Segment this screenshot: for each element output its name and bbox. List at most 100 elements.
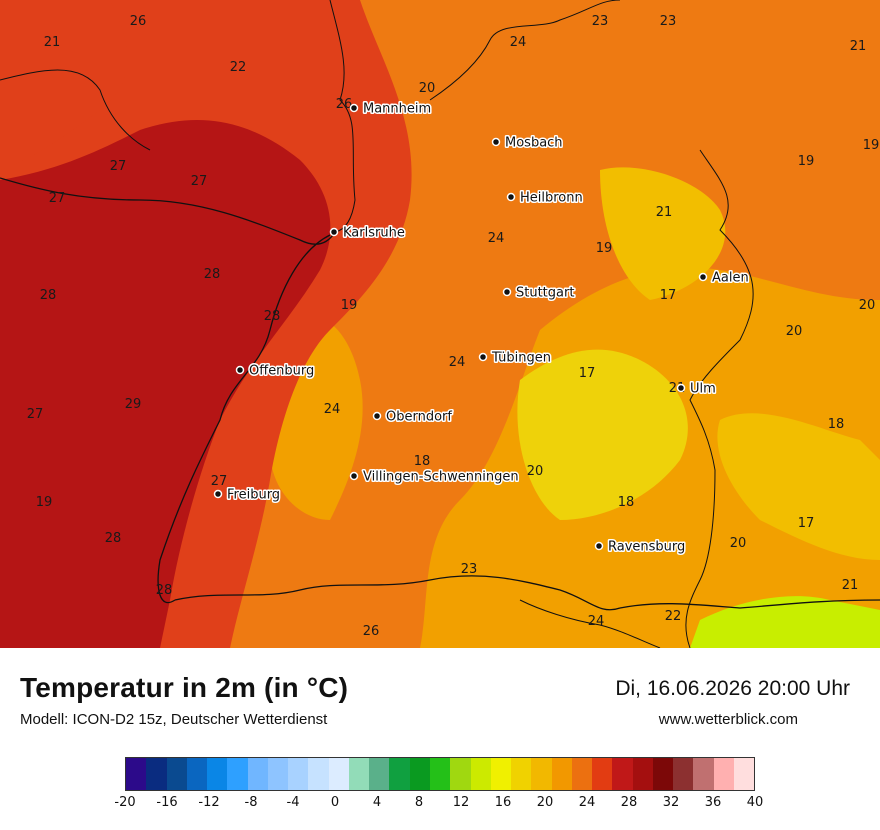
colorbar-segment [713, 758, 734, 790]
temperature-value: 28 [156, 583, 173, 598]
colorbar-segment [612, 758, 633, 790]
colorbar-segment [267, 758, 289, 790]
city-label: Tübingen [491, 351, 551, 366]
city-mosbach: Mosbach [491, 134, 564, 152]
colorbar-tick: -12 [198, 795, 220, 810]
colorbar-segment [348, 758, 370, 790]
city-tuebingen: Tübingen [478, 349, 553, 367]
zone-16c [717, 413, 880, 560]
temperature-value: 19 [341, 298, 358, 313]
colorbar-segment [166, 758, 187, 790]
city-label: Mannheim [363, 102, 431, 117]
city-label: Aalen [712, 271, 749, 286]
temperature-value: 18 [414, 454, 431, 469]
country-border [0, 177, 880, 611]
colorbar-segment [470, 758, 491, 790]
state-border [0, 0, 754, 648]
zone-green-se [690, 596, 880, 648]
colorbar [125, 757, 755, 791]
temperature-value: 23 [461, 562, 478, 577]
city-dot [698, 272, 708, 282]
zone-28-north [0, 0, 128, 170]
city-label: Mosbach [505, 136, 563, 151]
colorbar-segment [227, 758, 248, 790]
map-canvas: 26 21 22 20 24 23 23 21 27 27 27 19 19 21 24 19 28 28 28 19… [0, 0, 880, 648]
city-oberndorf: Oberndorf [372, 408, 454, 426]
colorbar-segment [571, 758, 593, 790]
temperature-value: 17 [660, 288, 677, 303]
temperature-value: 23 [592, 14, 609, 29]
temperature-value: 24 [488, 231, 505, 246]
city-label: Offenburg [249, 364, 314, 379]
temperature-value: 20 [730, 536, 747, 551]
temperature-value: 20 [786, 324, 803, 339]
city-ulm: Ulm [676, 380, 717, 398]
temperature-value: 24 [324, 402, 341, 417]
temperature-value: 24 [449, 355, 466, 370]
colorbar-tick: 40 [746, 795, 764, 810]
city-dot [349, 103, 359, 113]
zone-16b [600, 167, 726, 300]
temperature-value: 28 [204, 267, 221, 282]
city-label: Ulm [690, 382, 716, 397]
colorbar-tick: -8 [244, 795, 258, 810]
colorbar-segment [308, 758, 329, 790]
colorbar-segment [693, 758, 714, 790]
temperature-value: 27 [49, 191, 66, 206]
temperature-value: 21 [44, 35, 61, 50]
temperature-value: 26 [336, 97, 353, 112]
temperature-value: 21 [850, 39, 867, 54]
colorbar-tick: 32 [662, 795, 680, 810]
city-mannheim: Mannheim [349, 100, 433, 118]
city-aalen: Aalen [698, 269, 750, 287]
temperature-value: 18 [618, 495, 635, 510]
colorbar-tick: 20 [536, 795, 554, 810]
model-info: Modell: ICON-D2 15z, Deutscher Wetterdie… [20, 711, 328, 728]
colorbar-segment [429, 758, 451, 790]
colorbar-segment [288, 758, 309, 790]
colorbar-tick: 24 [578, 795, 596, 810]
colorbar-tick: 16 [494, 795, 512, 810]
colorbar-tick: 4 [372, 795, 382, 810]
value-labels: 26 21 22 20 24 23 23 21 27 27 27 19 19 21 24 19 28 28 28 19… [27, 14, 880, 639]
temperature-value: 21 [656, 205, 673, 220]
colorbar-tick: 28 [620, 795, 638, 810]
lake-constance [519, 599, 661, 648]
temperature-value: 29 [125, 397, 142, 412]
colorbar-segment [207, 758, 228, 790]
temperature-value: 22 [665, 609, 682, 624]
temperature-value: 23 [660, 14, 677, 29]
temperature-value: 19 [798, 154, 815, 169]
colorbar-segment [490, 758, 512, 790]
colorbar-tick: -16 [156, 795, 178, 810]
city-label: Stuttgart [516, 286, 574, 301]
colorbar-segment [673, 758, 694, 790]
temperature-value: 17 [579, 366, 596, 381]
temperature-value: 28 [264, 309, 281, 324]
colorbar-segment [551, 758, 572, 790]
zone-28 [0, 120, 331, 648]
temperature-map: 26 21 22 20 24 23 23 21 27 27 27 19 19 21 24 19 28 28 28 19… [0, 0, 880, 648]
colorbar-segment [632, 758, 653, 790]
city-markers: Mannheim Mosbach Heilbronn Karlsruhe Stuttga… [213, 100, 750, 556]
temperature-value: 19 [596, 241, 613, 256]
temperature-value: 27 [110, 159, 127, 174]
temperature-value: 26 [130, 14, 147, 29]
city-dot [329, 227, 339, 237]
website-link[interactable]: www.wetterblick.com [658, 711, 798, 728]
city-heilbronn: Heilbronn [506, 189, 584, 207]
city-dot [349, 471, 359, 481]
colorbar-segment [733, 758, 755, 790]
temperature-value: 17 [798, 516, 815, 531]
city-dot [676, 383, 686, 393]
colorbar-segment [652, 758, 674, 790]
city-label: Villingen-Schwenningen [363, 470, 519, 485]
city-dot [213, 489, 223, 499]
colorbar-segment [146, 758, 167, 790]
temperature-value: 19 [863, 138, 880, 153]
city-vs: Villingen-Schwenningen [349, 468, 520, 486]
colorbar-segment [328, 758, 349, 790]
colorbar-tick: -20 [114, 795, 136, 810]
city-label: Oberndorf [386, 410, 452, 425]
temperature-value: 21 [842, 578, 859, 593]
